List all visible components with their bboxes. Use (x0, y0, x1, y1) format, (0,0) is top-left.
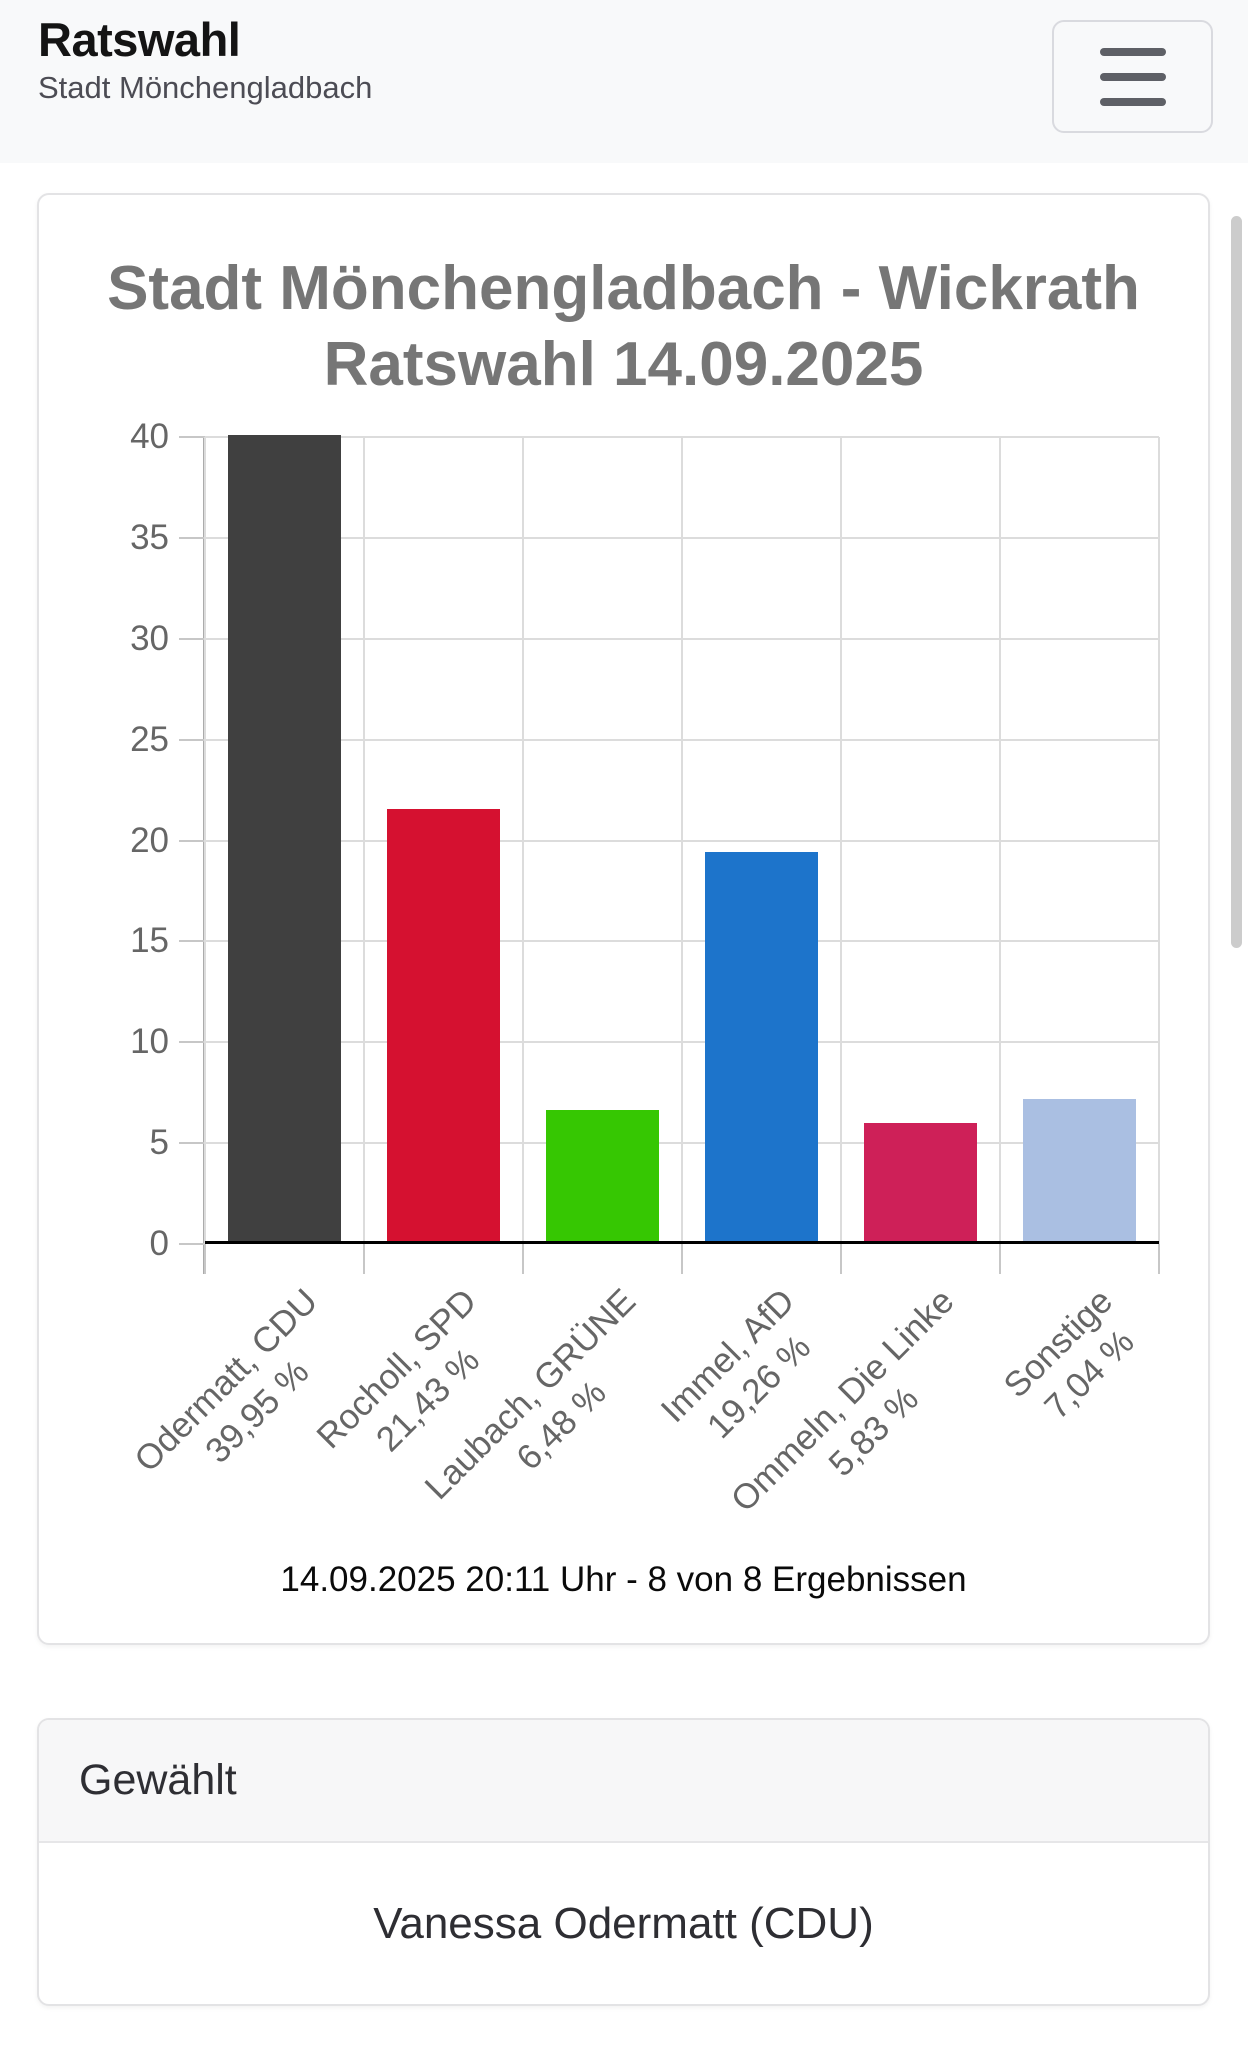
x-axis-label: Sonstige 7,04 % (995, 1280, 1154, 1439)
chart-footer: 14.09.2025 20:11 Uhr - 8 von 8 Ergebniss… (280, 1560, 967, 1599)
bar-ommeln-die-linke[interactable] (864, 1123, 977, 1241)
y-axis-tick (179, 1142, 205, 1145)
y-axis-tick-label: 25 (130, 719, 169, 759)
app-title: Ratswahl (38, 13, 241, 66)
y-axis-tick (179, 839, 205, 842)
y-axis-tick (179, 1243, 205, 1245)
y-axis-tick-label: 15 (130, 921, 169, 961)
menu-button[interactable] (1052, 20, 1213, 133)
gridline-vertical (681, 437, 683, 1244)
gridline-vertical (1158, 437, 1160, 1244)
chart-title-line1: Stadt Mönchengladbach - Wickrath (107, 254, 1140, 323)
chart-title: Stadt Mönchengladbach - Wickrath Ratswah… (39, 251, 1208, 403)
bar-rocholl-spd[interactable] (387, 808, 500, 1241)
y-axis-tick-label: 0 (149, 1224, 169, 1263)
x-axis-tick (1158, 1244, 1160, 1274)
y-axis-tick-label: 35 (130, 517, 169, 557)
elected-person: Vanessa Odermatt (CDU) (373, 1898, 874, 1948)
hamburger-icon (1099, 47, 1166, 106)
x-axis-tick (204, 1244, 206, 1274)
plot-area: 0 5 10 15 20 25 30 35 40 Odermatt, CDU 39,95 % Roch… (127, 417, 1160, 1519)
app-subtitle: Stadt Mönchengladbach (38, 70, 373, 105)
scrollbar-thumb[interactable] (1231, 216, 1242, 948)
x-axis-tick (840, 1244, 842, 1274)
x-axis-label: Odermatt, CDU 39,95 % (126, 1280, 359, 1513)
y-axis-tick (179, 1041, 205, 1044)
bar-immel-afd[interactable] (705, 852, 818, 1241)
x-axis-tick (999, 1244, 1001, 1274)
y-axis-tick (179, 436, 205, 438)
bar-odermatt-cdu[interactable] (228, 435, 341, 1241)
elected-card-header: Gewählt (39, 1720, 1208, 1843)
chart-card: Stadt Mönchengladbach - Wickrath Ratswah… (37, 193, 1210, 1645)
gridline-vertical (363, 437, 365, 1244)
y-axis-tick (179, 536, 205, 539)
x-axis-tick (522, 1244, 524, 1274)
elected-card: Gewählt Vanessa Odermatt (CDU) (37, 1718, 1210, 2006)
x-axis-tick (681, 1244, 683, 1274)
y-axis-tick (179, 637, 205, 640)
bar-laubach-grüne[interactable] (546, 1110, 659, 1241)
y-axis-tick-label: 40 (130, 417, 169, 456)
x-axis-baseline (205, 1241, 1159, 1244)
gridline-vertical (522, 437, 524, 1244)
x-axis-tick (363, 1244, 365, 1274)
chart-title-line2: Ratswahl 14.09.2025 (323, 330, 924, 399)
y-axis-tick (179, 940, 205, 943)
bar-sonstige[interactable] (1023, 1098, 1136, 1241)
y-axis-tick-label: 5 (149, 1123, 169, 1163)
app-header: Ratswahl Stadt Mönchengladbach (0, 0, 1248, 163)
y-axis-tick-label: 10 (130, 1022, 169, 1062)
gridline-vertical (204, 437, 206, 1244)
gridline-vertical (840, 437, 842, 1244)
y-axis-tick-label: 20 (130, 820, 169, 860)
y-axis-tick-label: 30 (130, 618, 169, 658)
y-axis-tick (179, 738, 205, 741)
gridline-vertical (999, 437, 1001, 1244)
